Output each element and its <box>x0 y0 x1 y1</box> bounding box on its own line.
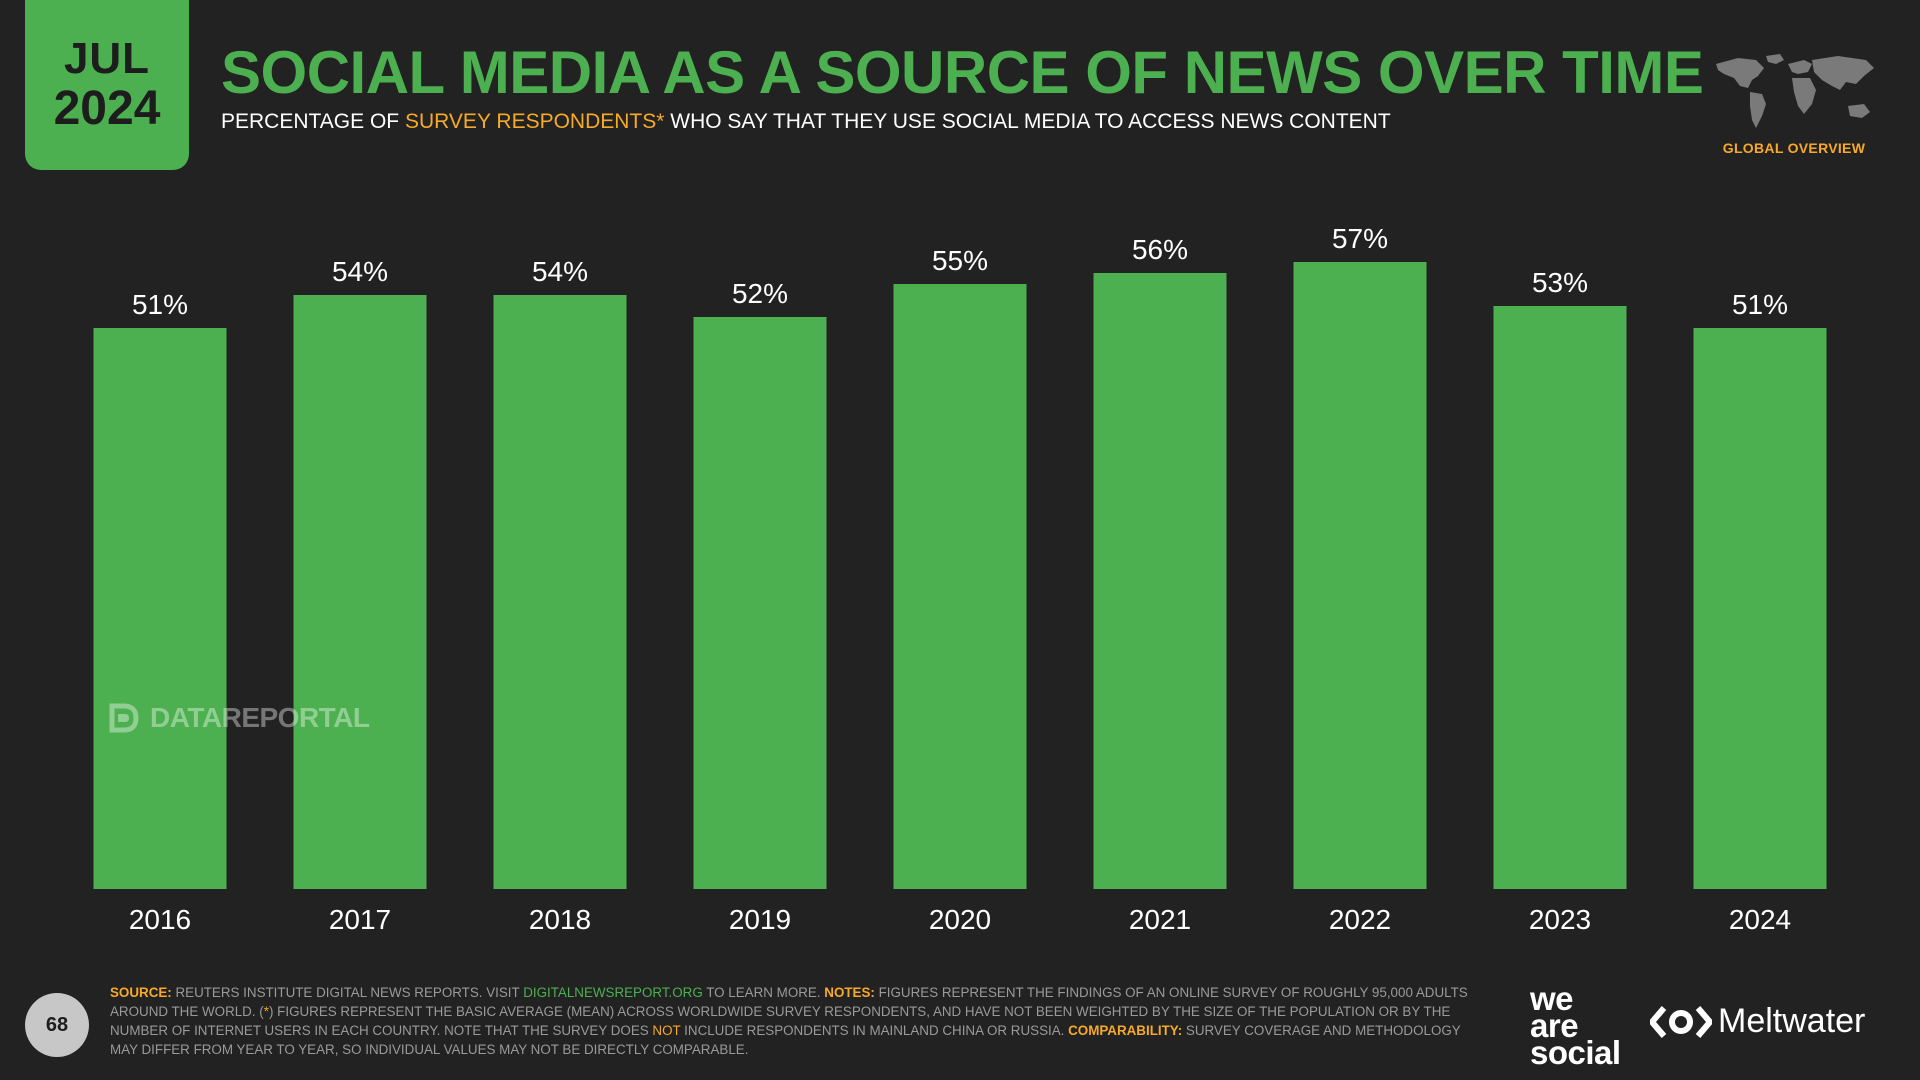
notes-not: NOT <box>652 1023 681 1038</box>
notes-label: NOTES: <box>824 985 875 1000</box>
bar-2020 <box>893 284 1027 889</box>
data-label-2024: 51% <box>1732 289 1788 320</box>
date-badge: JUL 2024 <box>25 0 189 170</box>
logo-was-line-1: we <box>1530 980 1574 1017</box>
x-tick-label-2020: 2020 <box>929 904 991 935</box>
data-label-2023: 53% <box>1532 267 1588 298</box>
bar-2017 <box>293 295 427 889</box>
subtitle-text-pre: PERCENTAGE OF <box>221 110 405 133</box>
date-year: 2024 <box>53 82 161 135</box>
data-label-2017: 54% <box>332 256 388 287</box>
logo-was-line-2: are <box>1530 1007 1579 1045</box>
logo-was-line-3: social <box>1530 1034 1621 1072</box>
data-label-2022: 57% <box>1332 223 1388 254</box>
x-tick-label-2017: 2017 <box>329 904 391 935</box>
notes-text: FIGURES REPRESENT THE FINDINGS OF AN ONL… <box>110 985 1468 1019</box>
source-text: REUTERS INSTITUTE DIGITAL NEWS REPORTS. … <box>171 985 524 1000</box>
x-tick-label-2024: 2024 <box>1729 904 1791 935</box>
datareportal-watermark: DATAREPORTAL <box>108 700 370 736</box>
x-tick-label-2021: 2021 <box>1129 904 1191 935</box>
source-label: SOURCE: <box>110 985 172 1000</box>
subtitle-text-post: WHO SAY THAT THEY USE SOCIAL MEDIA TO AC… <box>664 110 1391 133</box>
notes-text-2: ) FIGURES REPRESENT THE BASIC AVERAGE (M… <box>110 1004 1451 1038</box>
bar-2024 <box>1693 328 1827 889</box>
data-label-2016: 51% <box>132 289 188 320</box>
bar-chart: 51% 2016 54% 2017 54% 2018 52% 2019 55% 2020 56% 20… <box>93 223 1827 935</box>
data-label-2019: 52% <box>732 278 788 309</box>
bar-2023 <box>1493 306 1627 889</box>
page-number: 68 <box>25 993 89 1057</box>
date-month: JUL <box>63 34 151 83</box>
we-are-social-logo: we are social <box>1530 980 1621 1072</box>
meltwater-logo: Meltwater <box>1650 1002 1865 1041</box>
x-tick-label-2018: 2018 <box>529 904 591 935</box>
source-text-2: TO LEARN MORE. <box>702 985 825 1000</box>
subtitle-highlight: SURVEY RESPONDENTS* <box>404 110 665 133</box>
page-subtitle: PERCENTAGE OF SURVEY RESPONDENTS* WHO SA… <box>221 110 1391 134</box>
bar-2021 <box>1093 273 1227 889</box>
region-label: GLOBAL OVERVIEW <box>1722 140 1866 156</box>
data-label-2018: 54% <box>532 256 588 287</box>
bar-2018 <box>493 295 627 889</box>
notes-star: * <box>263 1004 269 1019</box>
meltwater-text: Meltwater <box>1718 1002 1866 1040</box>
data-label-2021: 56% <box>1132 234 1188 265</box>
datareportal-logo-icon <box>109 703 139 733</box>
data-label-2020: 55% <box>932 245 988 276</box>
source-link[interactable]: DIGITALNEWSREPORT.ORG <box>523 985 703 1000</box>
page-title: SOCIAL MEDIA AS A SOURCE OF NEWS OVER TI… <box>221 39 1704 106</box>
x-tick-label-2023: 2023 <box>1529 904 1591 935</box>
footnote: SOURCE: REUTERS INSTITUTE DIGITAL NEWS R… <box>110 983 1490 1059</box>
notes-text-3: INCLUDE RESPONDENTS IN MAINLAND CHINA OR… <box>680 1023 1069 1038</box>
comparability-text: SURVEY COVERAGE AND METHODOLOGY MAY DIFF… <box>110 1023 1461 1057</box>
x-tick-label-2016: 2016 <box>129 904 191 935</box>
bar-2022 <box>1293 262 1427 889</box>
watermark-text: DATAREPORTAL <box>150 702 370 733</box>
x-tick-label-2022: 2022 <box>1329 904 1391 935</box>
comparability-label: COMPARABILITY: <box>1068 1023 1183 1038</box>
meltwater-mark-icon <box>1650 1005 1712 1038</box>
bar-2016 <box>93 328 227 889</box>
world-map-icon <box>1716 54 1874 128</box>
bar-2019 <box>693 317 827 889</box>
x-tick-label-2019: 2019 <box>729 904 791 935</box>
